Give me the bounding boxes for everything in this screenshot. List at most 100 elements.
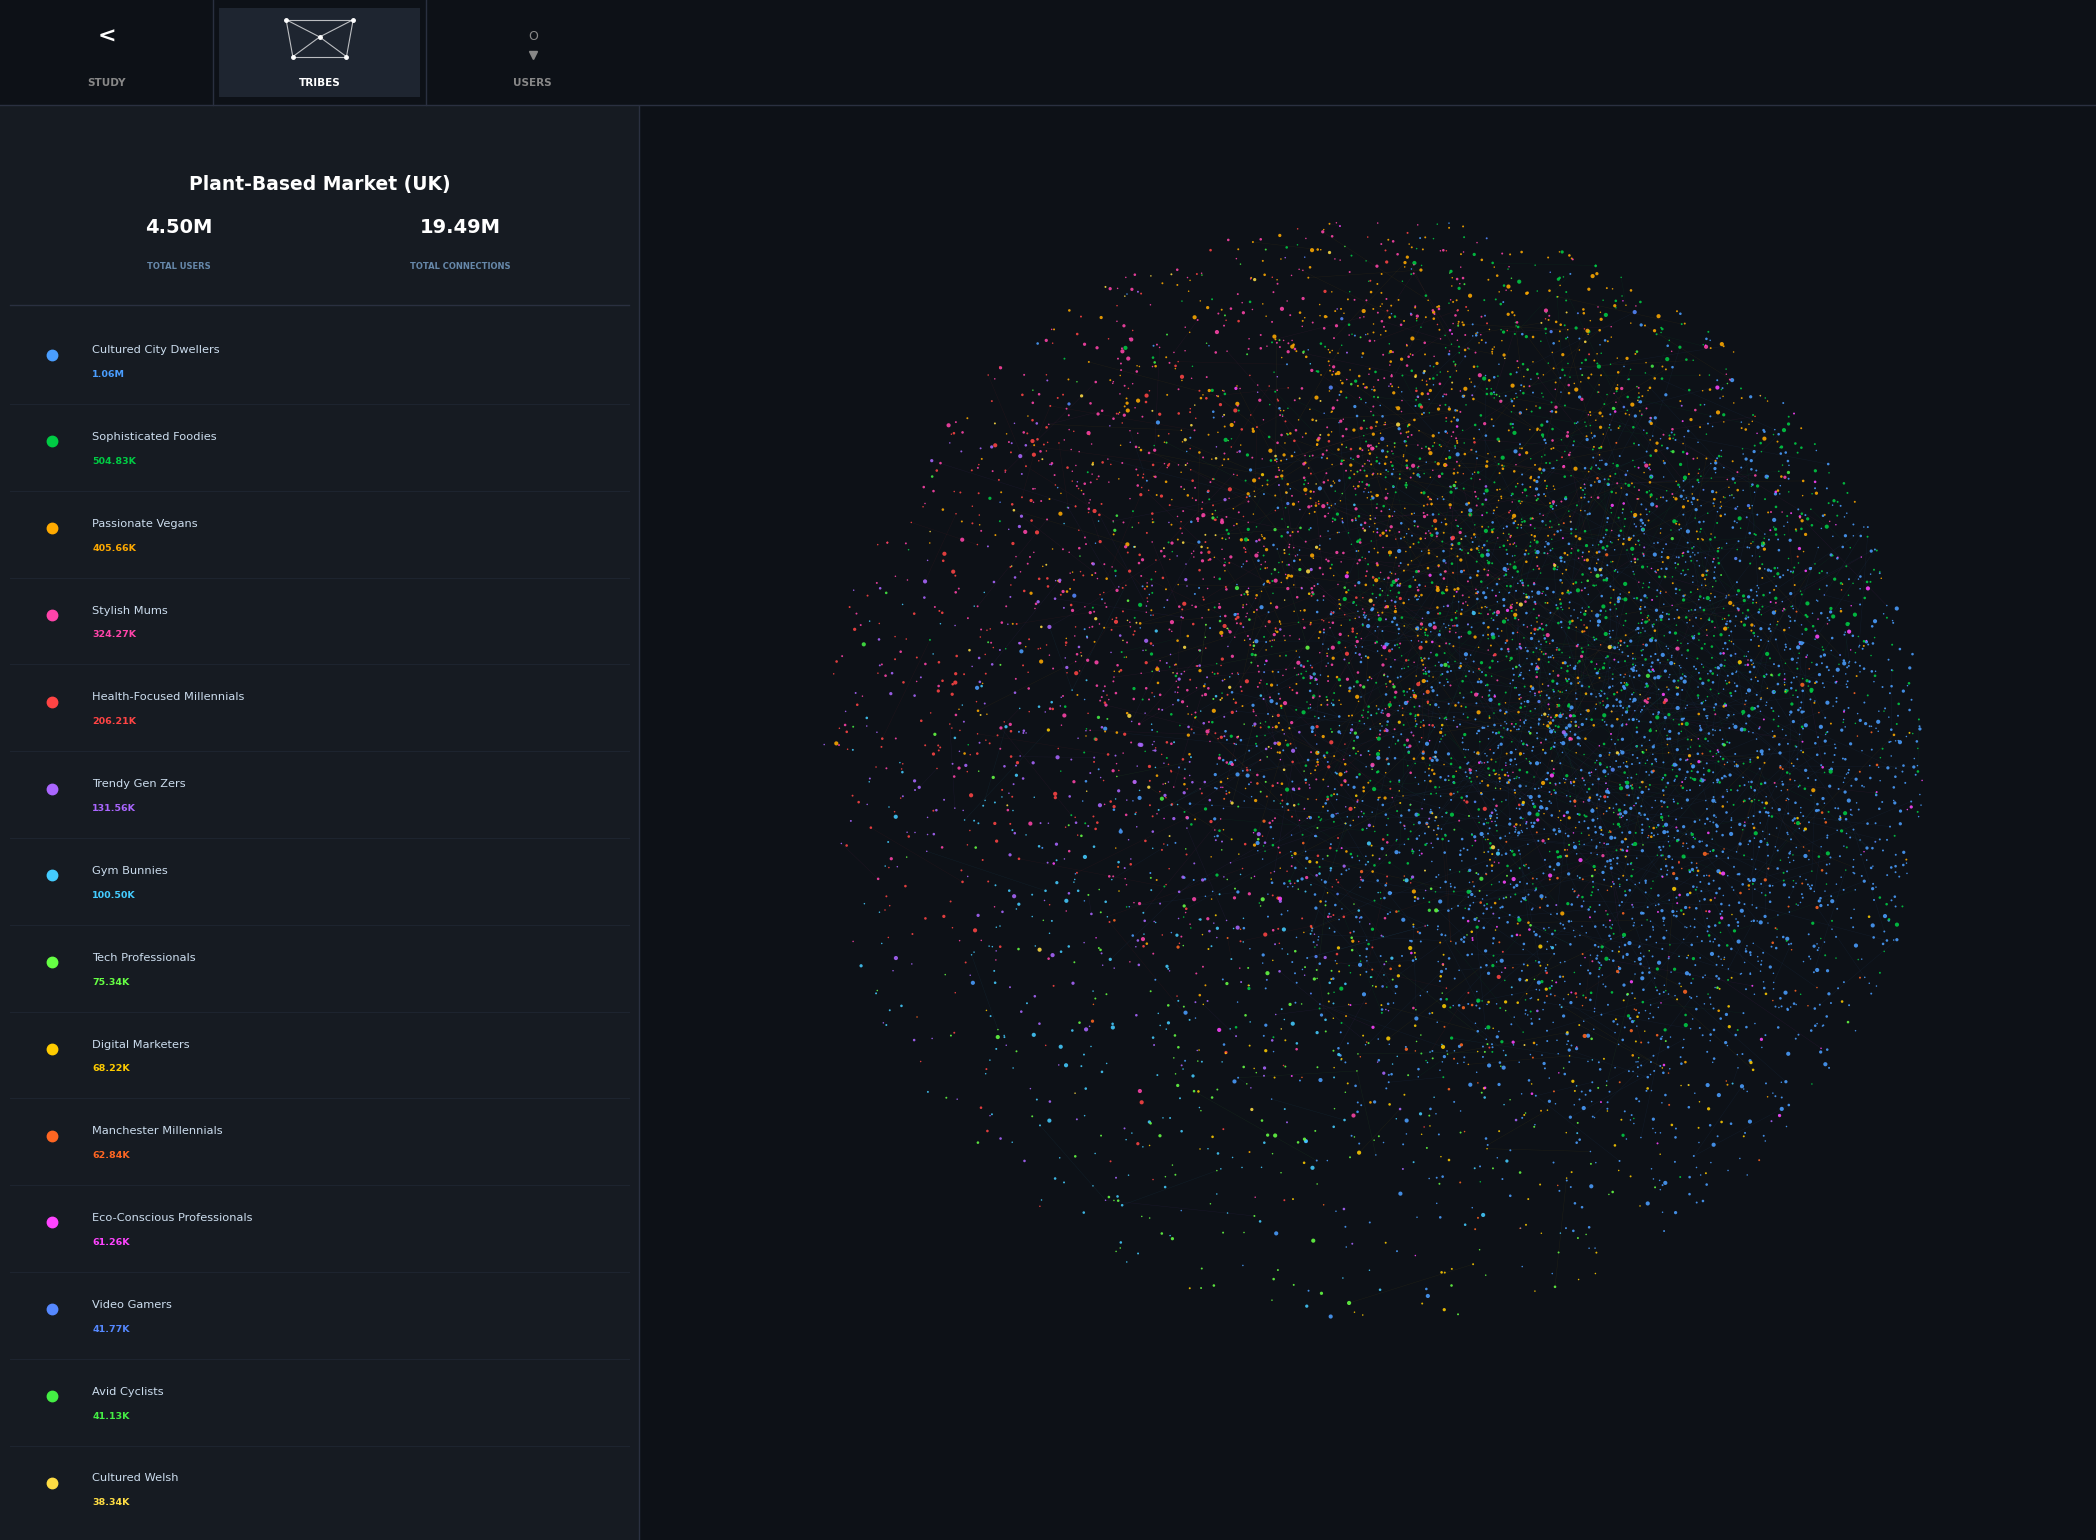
Point [1195,286,1228,311]
Point [1117,534,1151,559]
Point [960,690,994,715]
Point [1404,710,1438,735]
Point [1371,594,1404,619]
Point [1136,510,1170,534]
Point [1400,379,1434,403]
Point [1086,685,1119,710]
Point [1735,696,1769,721]
Point [1763,662,1796,687]
Point [1128,701,1161,725]
Point [1341,898,1375,922]
Point [1398,885,1432,910]
Point [1683,889,1717,913]
Point [1310,447,1344,471]
Point [1547,550,1580,574]
Point [1367,494,1400,519]
Point [1379,585,1413,610]
Point [1308,745,1341,770]
Point [1639,788,1673,813]
Point [979,790,1012,815]
Point [1671,711,1704,736]
Point [1409,787,1442,812]
Point [1792,922,1826,947]
Point [1610,775,1643,799]
Point [1488,383,1522,408]
Point [1438,879,1471,904]
Point [1738,696,1771,721]
Point [1645,642,1679,667]
Point [1541,664,1574,688]
Point [1352,699,1385,724]
Point [1486,533,1520,557]
Point [1687,598,1721,622]
Point [1073,391,1107,416]
Point [1163,516,1197,541]
Point [1201,1158,1235,1183]
Point [1413,367,1446,391]
Point [1819,946,1853,970]
Point [1576,573,1610,598]
Point [916,464,949,488]
Point [1469,853,1503,878]
Point [1580,573,1614,598]
Point [1721,596,1754,621]
Point [1618,986,1652,1010]
Point [1421,1123,1455,1147]
Point [1161,675,1195,699]
Point [1312,350,1346,374]
Point [1438,601,1471,625]
Point [1555,1069,1589,1093]
Point [1425,662,1459,687]
Point [1492,500,1526,525]
Point [1264,902,1297,927]
Point [1698,624,1731,648]
Point [1557,773,1591,798]
Point [1300,896,1333,921]
Point [1564,326,1597,351]
Point [1434,619,1467,644]
Point [937,764,970,788]
Point [1715,936,1748,961]
Point [1249,537,1283,562]
Point [1396,865,1429,890]
Point [1476,337,1509,362]
Point [1444,838,1478,862]
Point [1199,684,1232,708]
Point [1247,408,1281,433]
Point [1390,735,1423,759]
Point [1029,553,1063,578]
Point [979,1036,1012,1061]
Point [1400,947,1434,972]
Point [1564,476,1597,501]
Point [1390,690,1423,715]
Point [1471,576,1505,601]
Point [1536,1010,1570,1035]
Point [1432,613,1465,638]
Point [1220,511,1253,536]
Point [970,630,1004,654]
Point [1184,1098,1218,1123]
Point [1469,585,1503,610]
Point [1350,644,1383,668]
Point [1004,696,1038,721]
Point [1645,601,1679,625]
Point [1763,755,1796,779]
Point [1578,1106,1612,1130]
Point [1691,919,1725,944]
Point [1463,1169,1497,1194]
Point [1383,631,1417,656]
Point [1300,491,1333,516]
Point [1566,570,1599,594]
Point [1404,436,1438,460]
Point [1373,881,1406,906]
Point [1251,468,1285,493]
Point [1580,661,1614,685]
Point [1551,659,1585,684]
Point [1109,373,1142,397]
Point [1218,462,1251,487]
Point [1587,844,1620,869]
Point [1344,470,1377,494]
Point [1388,869,1421,893]
Point [1425,827,1459,852]
Point [922,738,956,762]
